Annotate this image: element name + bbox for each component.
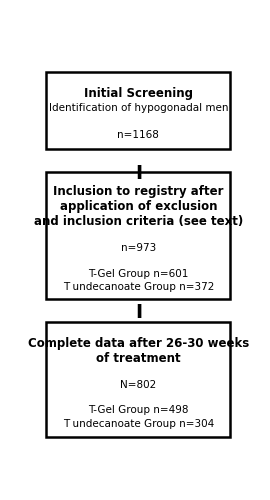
FancyBboxPatch shape [46,322,231,438]
Text: T undecanoate Group n=304: T undecanoate Group n=304 [63,419,214,429]
Text: n=1168: n=1168 [117,130,159,140]
Text: and inclusion criteria (see text): and inclusion criteria (see text) [34,215,243,228]
Text: Inclusion to registry after: Inclusion to registry after [53,184,224,198]
Text: Complete data after 26-30 weeks: Complete data after 26-30 weeks [28,336,249,349]
Text: Identification of hypogonadal men: Identification of hypogonadal men [49,102,228,113]
Text: application of exclusion: application of exclusion [60,200,217,213]
Text: of treatment: of treatment [96,352,181,365]
Text: N=802: N=802 [120,380,157,390]
Text: n=973: n=973 [121,243,156,253]
FancyBboxPatch shape [46,172,231,298]
Text: I: I [135,164,142,183]
Text: T undecanoate Group n=372: T undecanoate Group n=372 [63,282,214,292]
Text: Initial Screening: Initial Screening [84,86,193,100]
Text: T-Gel Group n=498: T-Gel Group n=498 [88,406,189,415]
FancyBboxPatch shape [46,72,231,148]
Text: T-Gel Group n=601: T-Gel Group n=601 [88,268,188,278]
Text: I: I [135,302,142,322]
